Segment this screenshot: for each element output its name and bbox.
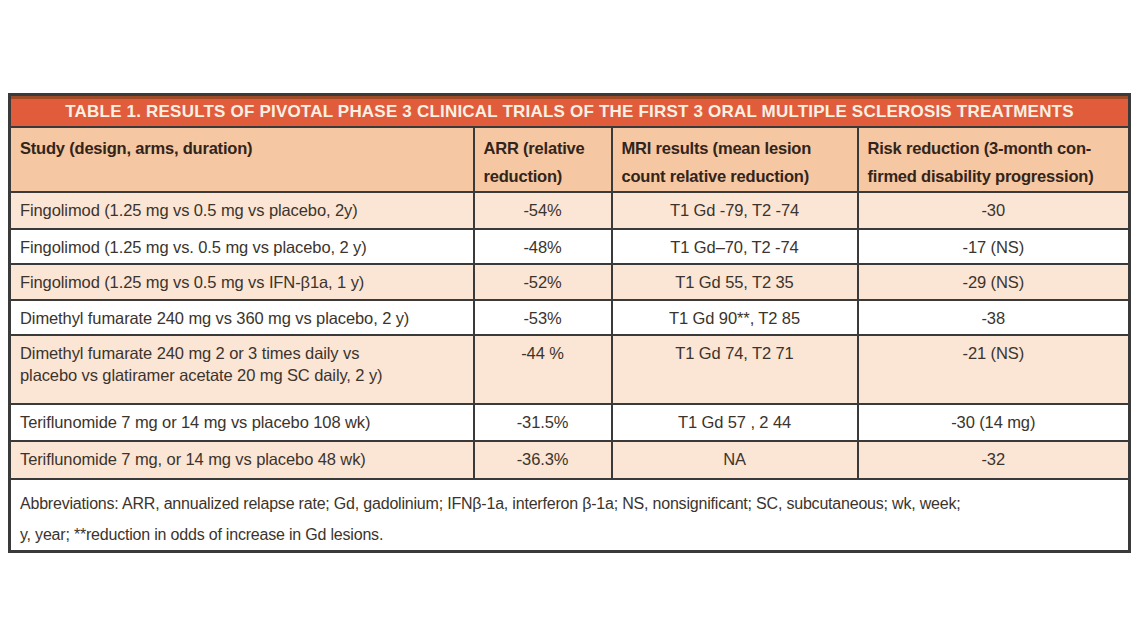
- table-row: Dimethyl fumarate 240 mg 2 or 3 times da…: [10, 335, 1130, 404]
- study-cell: Teriflunomide 7 mg, or 14 mg vs placebo …: [10, 441, 474, 479]
- study-text: Fingolimod (1.25 mg vs 0.5 mg vs IFN-β1a…: [20, 271, 464, 293]
- title-row: TABLE 1. RESULTS OF PIVOTAL PHASE 3 CLIN…: [10, 95, 1130, 127]
- risk-cell: -30 (14 mg): [858, 404, 1130, 441]
- study-text: Teriflunomide 7 mg, or 14 mg vs placebo …: [20, 448, 464, 470]
- header-line: Study (design, arms, duration): [20, 134, 464, 162]
- abbreviations-line: Abbreviations: ARR, annualized relapse r…: [20, 488, 1119, 519]
- risk-cell: -29 (NS): [858, 264, 1130, 300]
- study-text: Fingolimod (1.25 mg vs 0.5 mg vs placebo…: [20, 199, 464, 221]
- mri-cell: T1 Gd–70, T2 -74: [612, 229, 858, 264]
- risk-cell: -30: [858, 192, 1130, 229]
- arr-cell: -44 %: [474, 335, 612, 404]
- study-text: Teriflunomide 7 mg or 14 mg vs placebo 1…: [20, 411, 464, 433]
- column-header-arr: ARR (relative reduction): [474, 127, 612, 192]
- header-row: Study (design, arms, duration) ARR (rela…: [10, 127, 1130, 192]
- column-header-risk: Risk reduction (3-month con- firmed disa…: [858, 127, 1130, 192]
- footer-row: Abbreviations: ARR, annualized relapse r…: [10, 479, 1130, 552]
- arr-cell: -54%: [474, 192, 612, 229]
- table-row: Dimethyl fumarate 240 mg vs 360 mg vs pl…: [10, 300, 1130, 335]
- study-cell: Teriflunomide 7 mg or 14 mg vs placebo 1…: [10, 404, 474, 441]
- table-row: Fingolimod (1.25 mg vs 0.5 mg vs placebo…: [10, 192, 1130, 229]
- risk-cell: -17 (NS): [858, 229, 1130, 264]
- table-row: Fingolimod (1.25 mg vs. 0.5 mg vs placeb…: [10, 229, 1130, 264]
- risk-cell: -38: [858, 300, 1130, 335]
- abbreviations-note: Abbreviations: ARR, annualized relapse r…: [10, 479, 1130, 552]
- mri-cell: T1 Gd 90**, T2 85: [612, 300, 858, 335]
- column-header-study: Study (design, arms, duration): [10, 127, 474, 192]
- mri-cell: T1 Gd 57 , 2 44: [612, 404, 858, 441]
- arr-cell: -31.5%: [474, 404, 612, 441]
- header-line: count relative reduction): [622, 162, 848, 190]
- table-title: TABLE 1. RESULTS OF PIVOTAL PHASE 3 CLIN…: [10, 95, 1130, 127]
- study-text: placebo vs glatiramer acetate 20 mg SC d…: [20, 364, 464, 386]
- header-line: Risk reduction (3-month con-: [868, 134, 1120, 162]
- mri-cell: T1 Gd -79, T2 -74: [612, 192, 858, 229]
- study-cell: Dimethyl fumarate 240 mg vs 360 mg vs pl…: [10, 300, 474, 335]
- arr-cell: -53%: [474, 300, 612, 335]
- arr-cell: -48%: [474, 229, 612, 264]
- risk-cell: -32: [858, 441, 1130, 479]
- arr-cell: -52%: [474, 264, 612, 300]
- column-header-mri: MRI results (mean lesion count relative …: [612, 127, 858, 192]
- study-cell: Fingolimod (1.25 mg vs 0.5 mg vs IFN-β1a…: [10, 264, 474, 300]
- mri-cell: NA: [612, 441, 858, 479]
- arr-cell: -36.3%: [474, 441, 612, 479]
- clinical-trials-table: TABLE 1. RESULTS OF PIVOTAL PHASE 3 CLIN…: [8, 93, 1131, 553]
- study-text: Fingolimod (1.25 mg vs. 0.5 mg vs placeb…: [20, 236, 464, 258]
- mri-cell: T1 Gd 74, T2 71: [612, 335, 858, 404]
- page: TABLE 1. RESULTS OF PIVOTAL PHASE 3 CLIN…: [0, 0, 1138, 640]
- table-row: Teriflunomide 7 mg, or 14 mg vs placebo …: [10, 441, 1130, 479]
- header-line: firmed disability progression): [868, 162, 1120, 190]
- header-line: MRI results (mean lesion: [622, 134, 848, 162]
- study-cell: Dimethyl fumarate 240 mg 2 or 3 times da…: [10, 335, 474, 404]
- table-row: Teriflunomide 7 mg or 14 mg vs placebo 1…: [10, 404, 1130, 441]
- mri-cell: T1 Gd 55, T2 35: [612, 264, 858, 300]
- study-cell: Fingolimod (1.25 mg vs 0.5 mg vs placebo…: [10, 192, 474, 229]
- study-text: Dimethyl fumarate 240 mg 2 or 3 times da…: [20, 342, 464, 364]
- header-line: ARR (relative: [484, 134, 602, 162]
- study-text: Dimethyl fumarate 240 mg vs 360 mg vs pl…: [20, 307, 464, 329]
- study-cell: Fingolimod (1.25 mg vs. 0.5 mg vs placeb…: [10, 229, 474, 264]
- table-row: Fingolimod (1.25 mg vs 0.5 mg vs IFN-β1a…: [10, 264, 1130, 300]
- abbreviations-line: y, year; **reduction in odds of increase…: [20, 519, 1119, 550]
- header-line: reduction): [484, 162, 602, 190]
- risk-cell: -21 (NS): [858, 335, 1130, 404]
